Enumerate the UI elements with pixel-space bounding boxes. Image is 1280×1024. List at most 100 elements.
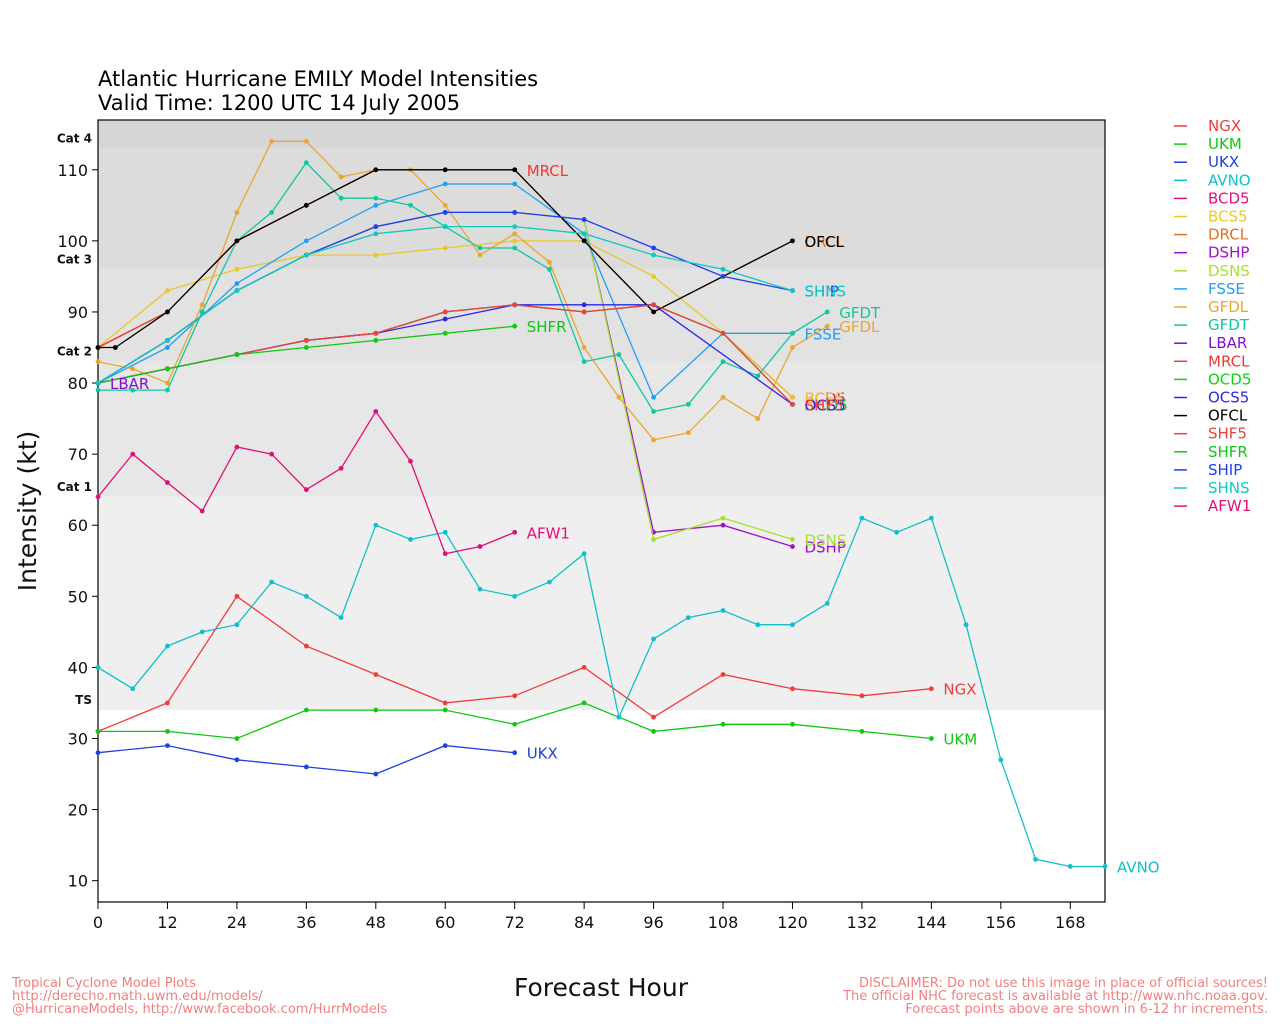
data-point-afw1 bbox=[408, 458, 413, 464]
data-point-ship bbox=[651, 245, 656, 251]
data-point-ukx bbox=[95, 750, 101, 756]
y-tick-label: 70 bbox=[68, 445, 88, 464]
series-avno bbox=[95, 515, 1108, 869]
data-point-avno bbox=[651, 636, 656, 642]
footer-right-line3: Forecast points above are shown in 6-12 … bbox=[905, 1002, 1268, 1017]
data-point-ofcl bbox=[234, 238, 240, 244]
data-point-fsse bbox=[234, 281, 240, 286]
legend-item-shns: SHNS bbox=[1174, 479, 1250, 497]
y-tick-label: 50 bbox=[68, 587, 88, 606]
legend-item-gfdl: GFDL bbox=[1174, 298, 1249, 316]
x-tick-label: 144 bbox=[916, 913, 947, 932]
legend-label: GFDL bbox=[1208, 298, 1249, 316]
data-point-gfdt bbox=[651, 409, 656, 414]
data-point-avno bbox=[1033, 856, 1038, 862]
data-point-ukx bbox=[234, 757, 240, 763]
x-tick-label: 84 bbox=[574, 913, 594, 932]
data-point-avno bbox=[130, 686, 136, 692]
data-point-avno bbox=[859, 515, 865, 521]
data-point-ngx bbox=[928, 686, 934, 692]
x-tick-label: 60 bbox=[435, 913, 455, 932]
series-label-ship: SHIP bbox=[804, 283, 838, 301]
data-point-dsns bbox=[651, 537, 656, 542]
y-tick-label: 20 bbox=[68, 801, 88, 820]
data-point-ukm bbox=[790, 721, 795, 727]
series-label-shns: SHNS bbox=[804, 283, 846, 301]
data-point-ship bbox=[512, 210, 518, 215]
series-label-ofcl: OFCL bbox=[804, 233, 844, 251]
series-label-lbar: LBAR bbox=[110, 375, 149, 393]
data-point-ofcl bbox=[442, 167, 448, 173]
data-point-fsse bbox=[165, 345, 170, 350]
data-point-gfdt bbox=[408, 202, 413, 208]
footer-right-line1: DISCLAIMER: Do not use this image in pla… bbox=[859, 976, 1268, 991]
data-point-gfdl bbox=[651, 437, 656, 443]
x-tick-label: 0 bbox=[93, 913, 103, 932]
legend-item-ocd5: OCD5 bbox=[1174, 370, 1251, 388]
data-point-afw1 bbox=[130, 451, 136, 457]
legend-item-shf5: SHF5 bbox=[1174, 425, 1247, 443]
data-point-gfdl bbox=[303, 138, 309, 144]
legend-item-ngx: NGX bbox=[1174, 117, 1241, 135]
series-label-ocd5: OCD5 bbox=[804, 396, 847, 414]
data-point-avno bbox=[824, 601, 830, 606]
legend-item-ukx: UKX bbox=[1174, 153, 1239, 171]
data-point-afw1 bbox=[373, 409, 379, 414]
data-point-afw1 bbox=[234, 444, 240, 450]
data-point-gfdl bbox=[581, 345, 587, 350]
y-tick-label: 80 bbox=[68, 374, 88, 393]
data-point-dsns bbox=[720, 515, 726, 521]
data-point-ukm bbox=[234, 736, 240, 741]
intensity-category-bands bbox=[98, 120, 1105, 711]
legend-item-gfdt: GFDT bbox=[1174, 316, 1250, 334]
legend-item-dshp: DSHP bbox=[1174, 244, 1249, 262]
data-point-ukm bbox=[373, 707, 379, 713]
data-point-gfdt bbox=[581, 359, 587, 365]
legend-item-bcs5: BCS5 bbox=[1174, 208, 1248, 226]
y-tick-label: 40 bbox=[68, 658, 88, 677]
category-label: Cat 1 bbox=[57, 480, 92, 494]
data-point-ukm bbox=[859, 728, 865, 734]
x-tick-label: 12 bbox=[157, 913, 177, 932]
data-point-gfdt bbox=[512, 245, 518, 251]
legend-item-bcd5: BCD5 bbox=[1174, 189, 1250, 207]
data-point-ukm bbox=[928, 736, 934, 741]
data-point-ngx bbox=[165, 700, 170, 706]
data-point-ukm bbox=[442, 707, 448, 713]
data-point-ukm bbox=[95, 728, 101, 734]
legend-label: SHFR bbox=[1208, 443, 1248, 461]
band-cat-3 bbox=[98, 148, 1105, 270]
data-point-shfr bbox=[303, 345, 309, 350]
data-point-gfdt bbox=[685, 401, 691, 407]
data-point-shns bbox=[442, 224, 448, 230]
legend-item-drcl: DRCL bbox=[1174, 226, 1249, 244]
legend-label: BCD5 bbox=[1208, 189, 1250, 207]
data-point-shf5 bbox=[651, 302, 656, 308]
data-point-avno bbox=[234, 622, 240, 628]
category-label: TS bbox=[75, 693, 92, 707]
legend-item-ofcl: OFCL bbox=[1174, 407, 1248, 425]
legend-label: AFW1 bbox=[1208, 497, 1251, 515]
data-point-afw1 bbox=[512, 529, 518, 535]
x-axis-ticks: 0 12 24 36 48 60 72 84 96 108 120 132 144 156 168 bbox=[93, 902, 1086, 932]
x-axis-label: Forecast Hour bbox=[514, 973, 689, 1002]
legend-label: OFCL bbox=[1208, 407, 1248, 425]
series-label-shf5: SHF5 bbox=[804, 396, 843, 414]
x-tick-label: 36 bbox=[296, 913, 316, 932]
x-tick-label: 96 bbox=[643, 913, 663, 932]
data-point-ofcl bbox=[303, 202, 309, 208]
data-point-gfdt bbox=[720, 359, 726, 365]
data-point-shns bbox=[651, 252, 656, 258]
data-point-ofcl bbox=[790, 238, 795, 244]
y-axis-ticks: 10 20 30 40 50 60 70 80 90 100 110 bbox=[57, 161, 98, 891]
legend-label: GFDT bbox=[1208, 316, 1250, 334]
data-point-ukx bbox=[165, 743, 170, 748]
data-point-ukm bbox=[165, 728, 170, 734]
data-point-shf5 bbox=[442, 309, 448, 315]
data-point-ofcl bbox=[512, 167, 518, 173]
data-point-bcs5 bbox=[234, 266, 240, 272]
y-tick-label: 90 bbox=[68, 303, 88, 322]
data-point-afw1 bbox=[269, 451, 275, 457]
data-point-fsse bbox=[303, 238, 309, 244]
data-point-shns bbox=[95, 380, 101, 386]
